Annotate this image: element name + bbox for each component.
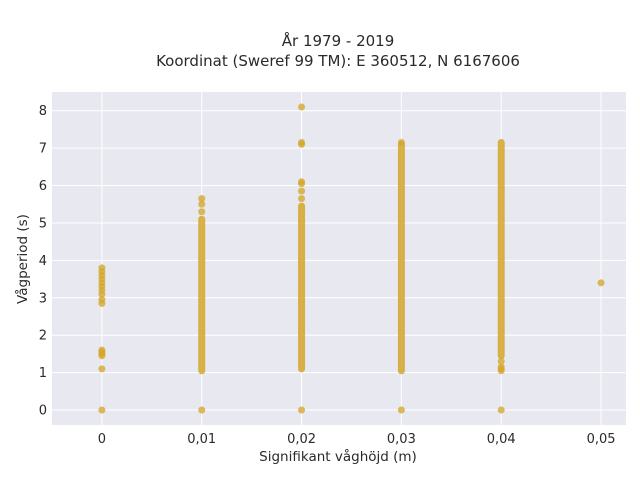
y-tick-label: 2 [39,329,47,344]
data-point [98,264,106,272]
data-point [98,296,106,304]
data-point [198,406,206,414]
y-tick-label: 6 [39,179,47,194]
data-point [298,195,306,203]
y-tick-label: 8 [39,104,47,119]
chart-title: År 1979 - 2019 [282,31,395,50]
y-tick-label: 5 [39,216,47,231]
x-tick-label: 0,05 [587,432,616,447]
y-tick-label: 1 [39,366,47,381]
data-point [397,406,405,414]
data-points [98,103,605,414]
grid-lines [52,92,626,425]
x-axis-label: Signifikant våghöjd (m) [259,448,417,465]
plot-area [52,92,626,425]
data-point [397,139,405,147]
data-point [298,103,306,111]
data-point [198,200,206,208]
data-point [98,346,106,354]
y-tick-label: 7 [39,142,47,157]
x-tick-label: 0,01 [187,432,216,447]
y-axis-label: Vågperiod (s) [14,214,31,304]
data-point [298,139,306,147]
x-tick-label: 0,02 [287,432,316,447]
data-point [497,357,505,365]
x-tick-labels: 0 0,01 0,02 0,03 0,04 0,05 [98,432,616,447]
data-point [298,178,306,186]
y-tick-label: 3 [39,291,47,306]
data-point [497,406,505,414]
data-point [497,363,505,371]
y-tick-label: 4 [39,254,47,269]
chart-subtitle: Koordinat (Sweref 99 TM): E 360512, N 61… [156,52,520,70]
data-point [597,279,605,287]
data-point [98,365,106,373]
x-tick-label: 0 [98,432,106,447]
data-point [198,195,206,203]
x-tick-label: 0,04 [487,432,516,447]
data-point [298,187,306,195]
data-point [98,406,106,414]
data-point [298,406,306,414]
data-point [198,208,206,216]
x-tick-label: 0,03 [387,432,416,447]
y-tick-labels: 0 1 2 3 4 5 6 7 8 [39,104,47,418]
y-tick-label: 0 [39,404,47,419]
